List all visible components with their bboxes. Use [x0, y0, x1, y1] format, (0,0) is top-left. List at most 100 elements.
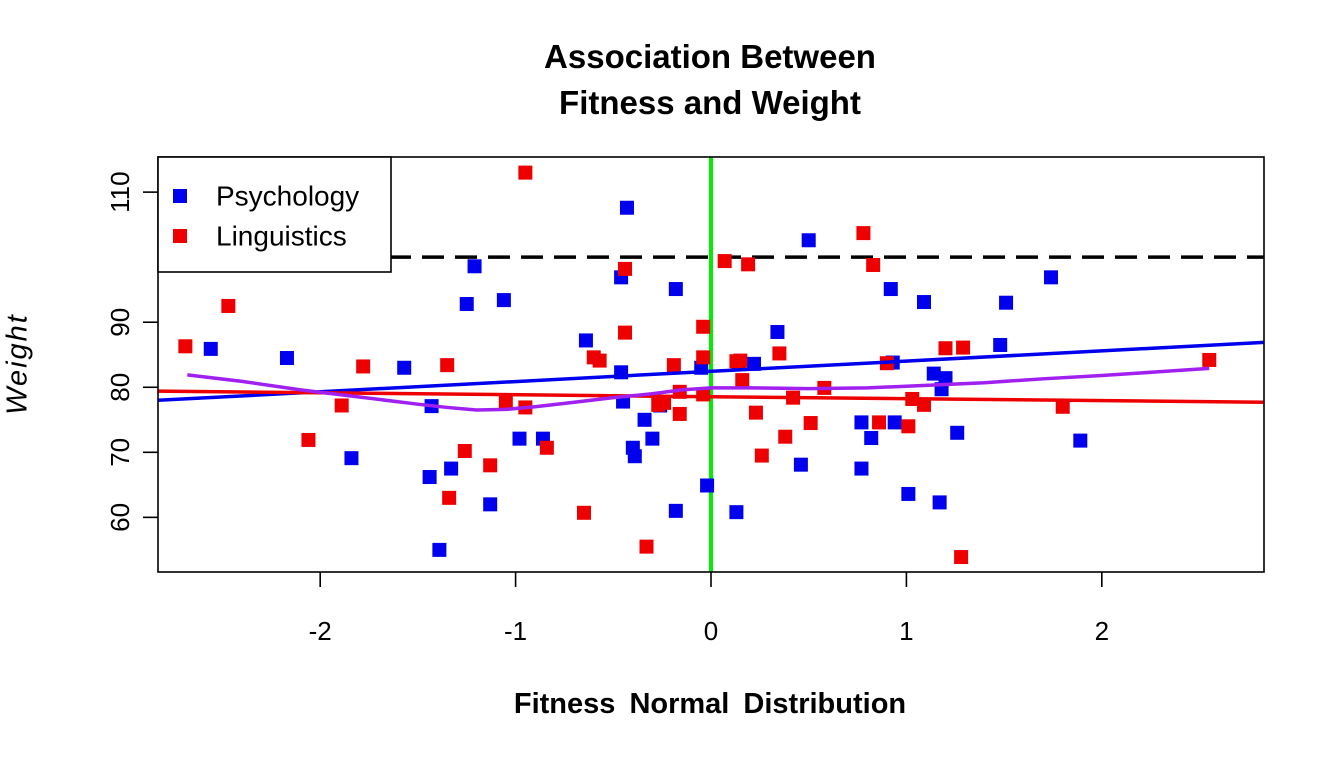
- data-point-psychology: [854, 415, 869, 430]
- data-point-psychology: [729, 505, 744, 520]
- data-point-linguistics: [856, 226, 871, 241]
- data-point-psychology: [770, 324, 785, 339]
- data-point-psychology: [938, 371, 953, 386]
- data-point-psychology: [627, 449, 642, 464]
- data-point-linguistics: [866, 257, 881, 272]
- data-point-psychology: [916, 295, 931, 310]
- data-point-linguistics: [938, 341, 953, 356]
- y-tick-label: 60: [105, 503, 135, 532]
- data-point-psychology: [999, 295, 1014, 310]
- x-tick-label: 1: [899, 616, 913, 646]
- data-point-psychology: [854, 461, 869, 476]
- data-point-linguistics: [778, 429, 793, 444]
- data-point-psychology: [993, 337, 1008, 352]
- data-point-psychology: [344, 451, 359, 466]
- data-point-linguistics: [733, 353, 748, 368]
- data-point-linguistics: [666, 358, 681, 373]
- data-point-psychology: [793, 457, 808, 472]
- data-point-psychology: [459, 297, 474, 312]
- data-point-linguistics: [754, 448, 769, 463]
- data-point-linguistics: [576, 505, 591, 520]
- data-point-psychology: [887, 415, 902, 430]
- data-point-psychology: [512, 431, 527, 446]
- data-point-psychology: [700, 478, 715, 493]
- data-point-linguistics: [696, 319, 711, 334]
- data-point-linguistics: [618, 261, 633, 276]
- data-point-linguistics: [741, 257, 756, 272]
- data-point-linguistics: [916, 397, 931, 412]
- data-point-linguistics: [483, 458, 498, 473]
- data-point-linguistics: [1055, 399, 1070, 414]
- data-point-linguistics: [442, 490, 457, 505]
- y-tick-label: 70: [105, 438, 135, 467]
- data-point-psychology: [422, 470, 437, 485]
- data-point-psychology: [645, 431, 660, 446]
- data-point-linguistics: [735, 373, 750, 388]
- y-tick-label: 80: [105, 373, 135, 402]
- legend-label-psychology: Psychology: [216, 181, 359, 212]
- x-tick-label: 2: [1095, 616, 1109, 646]
- smooth-curve: [187, 366, 1210, 412]
- data-point-linguistics: [672, 406, 687, 421]
- data-point-psychology: [397, 360, 412, 375]
- data-point-linguistics: [301, 432, 316, 447]
- data-point-psychology: [432, 542, 447, 557]
- data-point-linguistics: [1202, 352, 1217, 367]
- chart-title-line-2: Fitness and Weight: [559, 84, 861, 121]
- data-point-psychology: [901, 486, 916, 501]
- data-point-psychology: [668, 282, 683, 297]
- data-point-linguistics: [221, 298, 236, 313]
- data-point-linguistics: [356, 359, 371, 374]
- data-point-psychology: [1044, 270, 1059, 285]
- data-point-psychology: [578, 333, 593, 348]
- data-point-psychology: [637, 412, 652, 427]
- data-point-linguistics: [717, 254, 732, 269]
- data-point-linguistics: [334, 398, 349, 413]
- data-point-psychology: [864, 431, 879, 446]
- data-point-linguistics: [803, 416, 818, 431]
- data-point-psychology: [467, 259, 482, 274]
- data-point-linguistics: [639, 539, 654, 554]
- data-point-linguistics: [872, 415, 887, 430]
- data-point-psychology: [483, 497, 498, 512]
- data-point-linguistics: [772, 346, 787, 361]
- data-point-psychology: [1073, 433, 1088, 448]
- data-point-linguistics: [696, 350, 711, 365]
- data-point-linguistics: [457, 444, 472, 459]
- data-point-linguistics: [592, 353, 607, 368]
- data-point-linguistics: [539, 440, 554, 455]
- data-point-psychology: [883, 282, 898, 297]
- x-tick-label: 0: [704, 616, 718, 646]
- data-point-linguistics: [901, 419, 916, 434]
- data-point-linguistics: [954, 550, 969, 565]
- data-point-linguistics: [440, 358, 455, 373]
- x-tick-label: -2: [309, 616, 332, 646]
- data-point-linguistics: [748, 405, 763, 420]
- legend-marker-psychology: [173, 189, 187, 203]
- fit-line-psychology: [158, 340, 1264, 403]
- legend-box: [157, 156, 392, 273]
- data-point-psychology: [801, 233, 816, 248]
- data-point-linguistics: [178, 339, 193, 354]
- data-point-psychology: [619, 200, 634, 215]
- y-tick-label: 110: [105, 171, 135, 212]
- data-point-psychology: [950, 425, 965, 440]
- data-point-psychology: [279, 350, 294, 365]
- data-point-psychology: [668, 503, 683, 518]
- data-point-linguistics: [498, 395, 513, 410]
- data-point-psychology: [203, 341, 218, 356]
- data-point-psychology: [926, 366, 941, 381]
- data-point-linguistics: [956, 340, 971, 355]
- fit-line-linguistics: [158, 389, 1264, 404]
- data-point-linguistics: [618, 325, 633, 340]
- chart-title-line-1: Association Between: [544, 38, 876, 75]
- data-point-linguistics: [518, 165, 533, 180]
- data-point-linguistics: [657, 395, 672, 410]
- data-point-psychology: [932, 495, 947, 510]
- legend-marker-linguistics: [173, 229, 187, 243]
- data-point-psychology: [444, 461, 459, 476]
- x-tick-label: -1: [504, 616, 527, 646]
- data-point-psychology: [496, 293, 511, 308]
